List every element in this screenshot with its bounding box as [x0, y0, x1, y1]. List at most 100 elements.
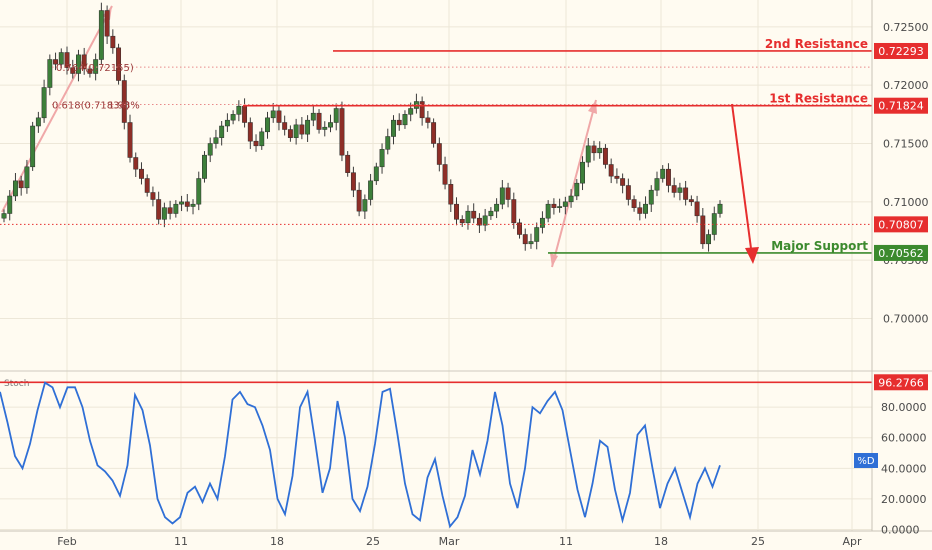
candle	[419, 96, 425, 126]
candle	[379, 143, 385, 174]
candle	[173, 200, 179, 218]
candle	[585, 138, 591, 168]
candle	[207, 137, 213, 163]
time-axis[interactable]: Feb 11 18 25 Mar 11 18 25 Apr	[57, 535, 862, 548]
svg-text:0.70562: 0.70562	[878, 247, 924, 260]
candle	[305, 115, 311, 142]
candle	[717, 200, 723, 218]
level-price-tag-0: 0.72293	[874, 42, 928, 59]
candle	[597, 141, 603, 159]
main-grid	[0, 0, 872, 531]
candle	[93, 53, 99, 81]
candle	[511, 192, 517, 229]
candle	[637, 201, 643, 221]
candle	[602, 144, 608, 169]
candle	[190, 199, 196, 215]
x-tick-label: Feb	[57, 535, 76, 548]
stoch-legend-badge[interactable]: %D	[854, 453, 878, 468]
candle	[110, 29, 116, 54]
y-tick-label: 0.71000	[883, 196, 929, 209]
uptrend-arrow-mar-head	[588, 100, 597, 114]
candle	[333, 103, 339, 131]
candle	[161, 202, 167, 228]
candle	[58, 48, 64, 69]
candle	[580, 156, 585, 191]
candle	[293, 118, 299, 145]
y-tick-label: 0.71500	[883, 138, 929, 151]
candle	[574, 179, 580, 201]
candle	[677, 182, 683, 201]
candle	[425, 110, 431, 129]
candle	[454, 197, 459, 226]
candle	[328, 114, 333, 133]
candle	[683, 180, 689, 206]
price-axis[interactable]: 0.700000.705000.710000.715000.720000.725…	[874, 21, 929, 326]
candle	[402, 110, 408, 129]
stoch-axis[interactable]: 0.0000 20.0000 40.0000 60.0000 80.0000 96.276…	[854, 374, 928, 536]
candle	[230, 110, 236, 125]
x-tick-label: 11	[559, 535, 573, 548]
stoch-panel: Stoch	[0, 379, 872, 529]
y-tick-label: 0.72500	[883, 21, 929, 34]
candle	[219, 120, 225, 146]
candle	[539, 211, 545, 234]
candle	[373, 162, 379, 185]
candle	[614, 168, 620, 184]
candle	[47, 54, 53, 96]
candle	[104, 5, 110, 44]
stoch-d-line	[0, 381, 721, 529]
x-tick-label: Mar	[439, 535, 460, 548]
candle	[471, 203, 477, 224]
fib-label-0618: 0.618(0.71834)	[52, 101, 130, 112]
candle	[139, 162, 144, 185]
candle	[620, 173, 626, 194]
stoch-tick-label: 20.0000	[881, 493, 927, 506]
candle	[133, 152, 139, 177]
current-price-tag: 0.70807	[874, 216, 928, 233]
candle	[436, 137, 442, 172]
svg-text:0.71824: 0.71824	[878, 100, 924, 113]
level-price-tag-2: 0.70562	[874, 244, 928, 261]
candle	[459, 215, 465, 227]
candle	[591, 140, 597, 161]
candle	[551, 198, 557, 215]
candle	[81, 47, 87, 75]
candle	[476, 213, 482, 233]
x-tick-label: 18	[270, 535, 284, 548]
candle	[30, 121, 36, 171]
candle	[98, 2, 104, 65]
svg-text:96.2766: 96.2766	[878, 376, 924, 389]
candle	[368, 173, 374, 206]
candle	[528, 233, 534, 249]
candle	[654, 171, 660, 197]
candle	[179, 195, 185, 212]
candle	[356, 182, 362, 217]
candle	[259, 127, 265, 150]
candle	[362, 194, 368, 219]
svg-text:%D: %D	[857, 456, 875, 467]
levels: 0.764(0.72155) 0.618(0.71834)1.98% 2nd Res…	[0, 37, 872, 254]
candle	[7, 190, 13, 221]
candle	[247, 117, 253, 149]
candle	[282, 115, 288, 136]
candle	[688, 195, 694, 206]
candle	[18, 175, 24, 196]
x-tick-label: 11	[174, 535, 188, 548]
candle	[150, 186, 156, 207]
level-name-1: 1st Resistance	[769, 92, 868, 106]
candle	[184, 194, 190, 212]
candle	[557, 198, 563, 213]
candle	[116, 43, 122, 85]
candle	[665, 163, 671, 193]
level-name-2: Major Support	[771, 239, 868, 253]
candle	[643, 196, 648, 219]
y-tick-label: 0.70000	[883, 313, 929, 326]
level-name-0: 2nd Resistance	[765, 37, 868, 51]
candle	[24, 159, 30, 194]
candle	[488, 207, 494, 220]
candle	[70, 59, 76, 79]
svg-text:0.70807: 0.70807	[878, 218, 924, 231]
candle	[35, 111, 41, 133]
candle	[350, 166, 356, 198]
